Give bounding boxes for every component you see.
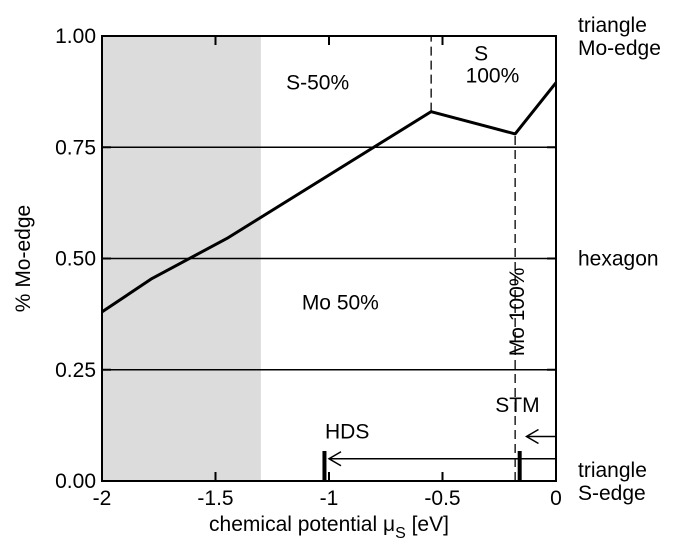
x-tick-label: -1.5 xyxy=(197,487,233,510)
y-axis-ticks: 0.00 0.25 0.50 0.75 1.00 xyxy=(55,25,556,493)
region-label: S xyxy=(474,42,488,65)
x-tick-label: 0 xyxy=(550,487,562,510)
right-label: triangle xyxy=(578,459,647,482)
right-label: triangle xyxy=(578,14,647,37)
markers: HDS STM xyxy=(322,394,556,481)
marker-arrowhead xyxy=(327,451,342,467)
marker-label: STM xyxy=(495,394,539,417)
right-label: hexagon xyxy=(578,248,659,271)
x-axis-label-sub: S xyxy=(395,525,406,542)
x-tick-label: -0.5 xyxy=(424,487,460,510)
vertical-dashed-lines xyxy=(430,36,516,481)
x-axis-label: chemical potential μS [eV] xyxy=(209,513,449,542)
right-label: Mo-edge xyxy=(578,37,661,60)
x-axis-label-unit: [eV] xyxy=(406,513,449,536)
y-tick-label: 1.00 xyxy=(55,25,96,48)
x-axis-ticks: -2 -1.5 -1 -0.5 0 xyxy=(93,36,562,510)
region-label: 100% xyxy=(466,65,520,88)
x-axis-label-main: chemical potential μ xyxy=(209,513,395,536)
horizontal-lines xyxy=(102,146,556,371)
x-tick-label: -2 xyxy=(93,487,112,510)
right-label: S-edge xyxy=(578,482,646,505)
y-tick-label: 0.50 xyxy=(55,248,96,271)
y-axis-label: % Mo-edge xyxy=(12,205,35,312)
y-tick-label: 0.75 xyxy=(55,136,96,159)
region-label: Mo 50% xyxy=(302,292,379,315)
region-label: S-50% xyxy=(286,71,349,94)
y-tick-label: 0.25 xyxy=(55,359,96,382)
x-tick-label: -1 xyxy=(320,487,339,510)
marker-arrowhead xyxy=(525,428,539,445)
region-label: Mo 100% xyxy=(506,268,529,357)
marker-label: HDS xyxy=(325,421,369,444)
y-tick-label: 0.00 xyxy=(55,470,96,493)
series-line xyxy=(101,81,558,314)
